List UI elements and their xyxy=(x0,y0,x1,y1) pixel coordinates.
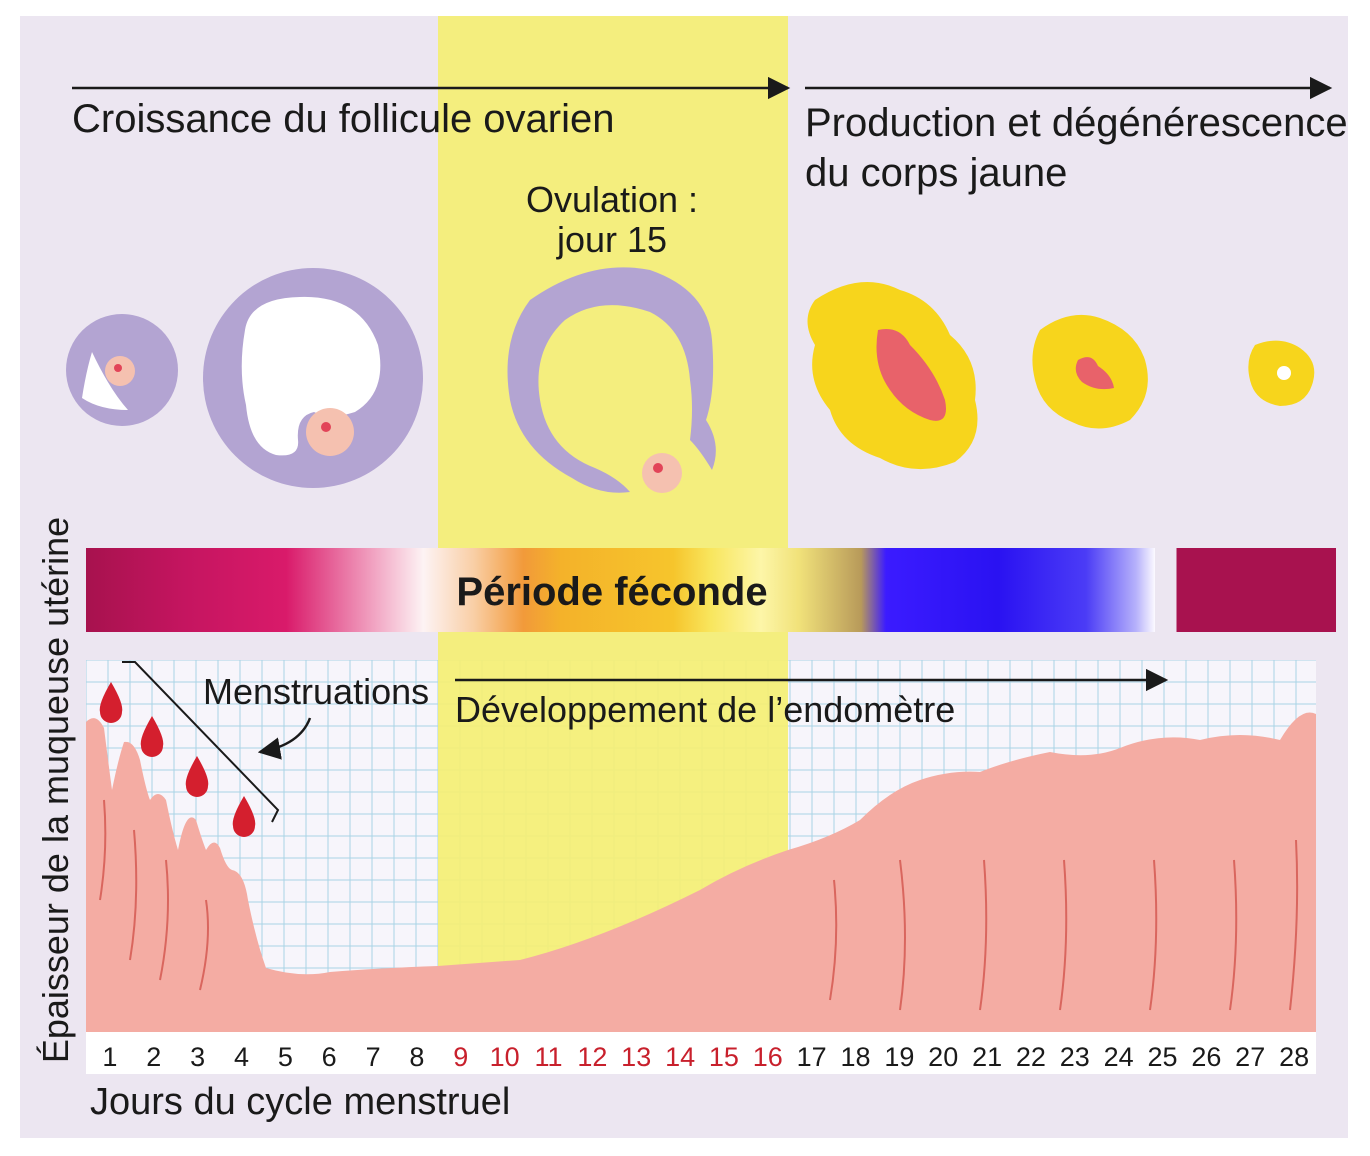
day-label-28: 28 xyxy=(1279,1042,1309,1072)
day-label-6: 6 xyxy=(322,1042,337,1072)
y-axis-label: Épaisseur de la muqueuse utérine xyxy=(35,517,76,1063)
day-label-13: 13 xyxy=(621,1042,651,1072)
day-label-25: 25 xyxy=(1147,1042,1177,1072)
day-label-17: 17 xyxy=(797,1042,827,1072)
small-follicle xyxy=(66,314,178,426)
day-label-10: 10 xyxy=(490,1042,520,1072)
day-label-26: 26 xyxy=(1191,1042,1221,1072)
day-label-21: 21 xyxy=(972,1042,1002,1072)
day-label-3: 3 xyxy=(190,1042,205,1072)
day-label-12: 12 xyxy=(577,1042,607,1072)
day-label-18: 18 xyxy=(840,1042,870,1072)
day-label-23: 23 xyxy=(1060,1042,1090,1072)
corpus-luteum-small xyxy=(1248,340,1315,406)
day-label-20: 20 xyxy=(928,1042,958,1072)
phase-color-bar xyxy=(86,548,1336,632)
day-label-8: 8 xyxy=(409,1042,424,1072)
corpus-luteum-medium xyxy=(1032,314,1148,429)
corpus-label-line2: du corps jaune xyxy=(805,151,1067,195)
ruptured-follicle xyxy=(507,267,716,493)
fertile-period-label: Période féconde xyxy=(456,570,767,614)
day-label-1: 1 xyxy=(102,1042,117,1072)
day-axis-strip xyxy=(86,1032,1316,1074)
blood-drops xyxy=(99,682,256,837)
endometrium-dev-label: Développement de l’endomètre xyxy=(455,689,955,730)
day-label-27: 27 xyxy=(1235,1042,1265,1072)
day-label-4: 4 xyxy=(234,1042,249,1072)
day-label-11: 11 xyxy=(534,1042,562,1072)
menstruation-arrow xyxy=(257,717,312,760)
day-labels: 1 2 3 4 5 6 7 8 9 10 11 12 13 14 15 16 17 18 19 20 21 22 23 24 2… xyxy=(102,1042,1309,1072)
endometrium xyxy=(86,712,1316,1032)
ovulation-label-line1: Ovulation : xyxy=(526,179,698,220)
day-label-2: 2 xyxy=(146,1042,161,1072)
day-label-16: 16 xyxy=(753,1042,783,1072)
follicle-growth-label: Croissance du follicule ovarien xyxy=(72,97,615,141)
day-label-22: 22 xyxy=(1016,1042,1046,1072)
day-label-19: 19 xyxy=(884,1042,914,1072)
menstruation-bracket xyxy=(122,661,280,823)
corpus-luteum-large xyxy=(807,282,978,470)
menstruation-label: Menstruations xyxy=(203,671,429,712)
day-label-9: 9 xyxy=(453,1042,468,1072)
day-label-14: 14 xyxy=(665,1042,695,1072)
corpus-label-line1: Production et dégénérescence xyxy=(805,101,1348,145)
day-label-5: 5 xyxy=(278,1042,293,1072)
fertile-highlight xyxy=(438,16,788,1032)
day-label-24: 24 xyxy=(1104,1042,1134,1072)
ovulation-label-line2: jour 15 xyxy=(556,219,667,260)
day-label-15: 15 xyxy=(709,1042,739,1072)
mature-follicle xyxy=(203,268,423,488)
x-axis-label: Jours du cycle menstruel xyxy=(90,1081,510,1123)
day-label-7: 7 xyxy=(366,1042,381,1072)
